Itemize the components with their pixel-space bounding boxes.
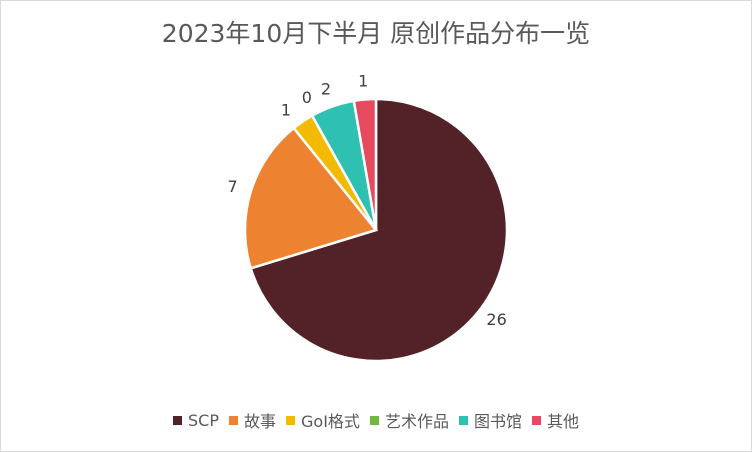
legend-label: 图书馆 — [473, 412, 522, 431]
legend-swatch — [458, 415, 468, 425]
data-label-0: 26 — [486, 310, 506, 329]
pie-slice-1 — [243, 126, 379, 270]
data-label-3: 0 — [302, 88, 312, 107]
legend: SCP 故事 GoI格式 艺术作品 图书馆 其他 — [0, 408, 752, 432]
legend-swatch — [369, 415, 379, 425]
legend-item: 艺术作品 — [369, 408, 449, 432]
legend-label: 艺术作品 — [384, 412, 449, 431]
legend-label: 其他 — [546, 412, 579, 431]
data-label-5: 1 — [358, 72, 368, 91]
legend-item: 故事 — [229, 408, 276, 432]
legend-label: 故事 — [244, 412, 277, 431]
legend-item: 其他 — [531, 408, 579, 432]
data-label-1: 7 — [227, 177, 237, 196]
legend-swatch — [531, 415, 541, 425]
legend-item: SCP — [173, 408, 219, 432]
legend-swatch — [229, 415, 238, 425]
data-label-4: 2 — [321, 80, 331, 99]
legend-swatch — [173, 415, 183, 425]
pie-slice-0 — [249, 97, 509, 363]
legend-label: GoI格式 — [301, 412, 360, 431]
pie-slice-5 — [352, 97, 378, 231]
legend-item: GoI格式 — [286, 408, 360, 432]
chart-title: 2023年10月下半月 原创作品分布一览 — [161, 19, 591, 48]
legend-swatch — [286, 415, 296, 425]
legend-item: 图书馆 — [458, 408, 522, 432]
data-label-2: 1 — [281, 101, 291, 120]
legend-label: SCP — [188, 410, 219, 430]
